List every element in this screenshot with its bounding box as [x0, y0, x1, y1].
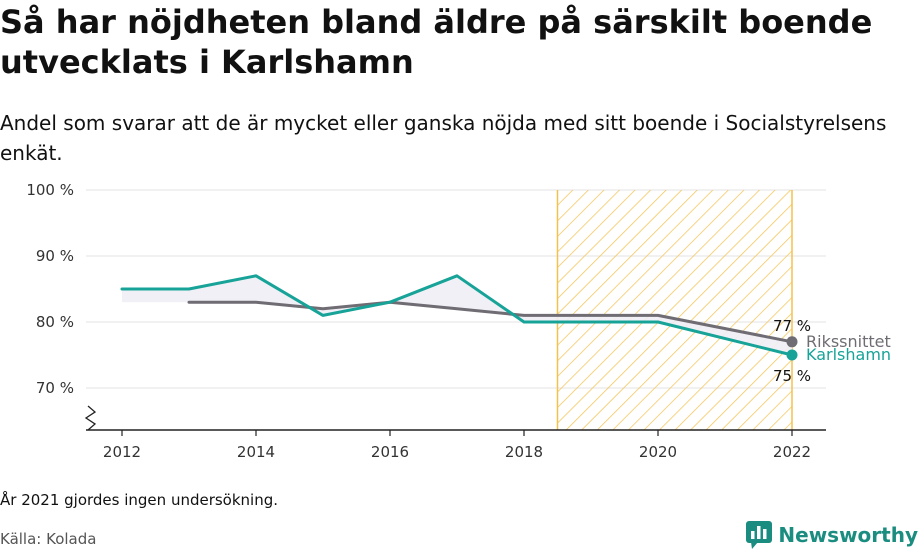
highlight-range [556, 190, 793, 430]
x-tick-label: 2016 [371, 443, 409, 461]
karlshamn-series-label: Karlshamn [806, 345, 891, 364]
chart-title: Så har nöjdheten bland äldre på särskilt… [0, 3, 873, 81]
y-tick-label: 70 % [36, 379, 74, 397]
y-tick-label: 80 % [36, 313, 74, 331]
x-tick-label: 2012 [103, 443, 141, 461]
footnote: År 2021 gjordes ingen undersökning. [0, 491, 279, 509]
gap-fill [122, 275, 792, 355]
bar-chart-speech-bubble-icon [746, 521, 773, 549]
rikssnittet-series-label: Rikssnittet [806, 332, 891, 351]
rikssnittet-line [187, 300, 794, 344]
y-tick-label: 100 % [26, 181, 74, 199]
x-tick-label: 2020 [639, 443, 677, 461]
rikssnittet-end-marker [786, 336, 798, 348]
line-chart: 70 % 80 % 90 % 100 % 2012 2014 2016 2018 2020 202… [26, 181, 891, 461]
brand-name: Newsworthy [778, 523, 918, 547]
x-tick-label: 2022 [773, 443, 811, 461]
source-text: Källa: Kolada [0, 530, 97, 548]
labels: 70 % 80 % 90 % 100 % 2012 2014 2016 2018 2020 202… [26, 181, 891, 461]
series-lines [120, 274, 798, 361]
chart-subtitle: Andel som svarar att de är mycket eller … [0, 111, 887, 165]
x-tick-label: 2014 [237, 443, 275, 461]
axes [84, 405, 826, 436]
difference-area [189, 275, 792, 355]
rikssnittet-value-label: 77 % [773, 317, 811, 335]
karlshamn-value-label: 75 % [773, 367, 811, 385]
highlight-hatch [557, 190, 792, 430]
difference-area-lead [122, 289, 189, 303]
y-tick-label: 90 % [36, 247, 74, 265]
axis-break-icon [84, 405, 97, 431]
karlshamn-line [120, 274, 794, 357]
karlshamn-end-marker [786, 349, 798, 361]
x-tick-label: 2018 [505, 443, 543, 461]
brand-logo: Newsworthy [746, 520, 918, 550]
